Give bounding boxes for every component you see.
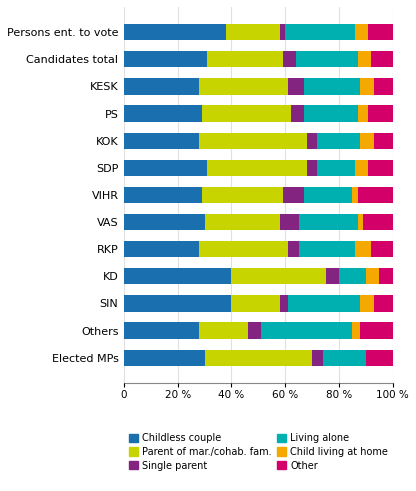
Bar bbox=[288, 78, 304, 95]
Bar bbox=[199, 241, 288, 257]
Bar bbox=[352, 187, 358, 203]
Bar bbox=[304, 78, 360, 95]
Bar bbox=[124, 241, 199, 257]
Bar bbox=[207, 160, 307, 176]
Bar bbox=[282, 51, 296, 67]
Bar bbox=[124, 268, 231, 284]
Bar bbox=[124, 106, 202, 122]
Bar bbox=[299, 241, 355, 257]
Bar bbox=[282, 187, 304, 203]
Bar bbox=[205, 214, 280, 230]
Bar bbox=[124, 214, 205, 230]
Bar bbox=[207, 51, 282, 67]
Bar bbox=[226, 24, 280, 40]
Bar bbox=[374, 133, 393, 149]
Bar bbox=[280, 24, 285, 40]
Bar bbox=[288, 296, 360, 312]
Bar bbox=[317, 160, 355, 176]
Bar bbox=[371, 51, 393, 67]
Bar bbox=[205, 350, 312, 366]
Bar bbox=[360, 296, 374, 312]
Bar bbox=[312, 350, 323, 366]
Bar bbox=[325, 268, 339, 284]
Bar bbox=[369, 160, 393, 176]
Bar bbox=[124, 187, 202, 203]
Bar bbox=[288, 241, 299, 257]
Bar bbox=[124, 78, 199, 95]
Bar bbox=[124, 160, 207, 176]
Bar bbox=[199, 133, 307, 149]
Bar bbox=[199, 78, 288, 95]
Bar bbox=[124, 51, 207, 67]
Bar bbox=[366, 350, 393, 366]
Bar bbox=[304, 187, 352, 203]
Bar bbox=[317, 133, 360, 149]
Bar bbox=[296, 51, 358, 67]
Bar bbox=[360, 78, 374, 95]
Bar bbox=[355, 24, 369, 40]
Bar bbox=[307, 160, 317, 176]
Bar bbox=[360, 133, 374, 149]
Bar bbox=[358, 187, 393, 203]
Bar bbox=[124, 323, 199, 339]
Bar bbox=[374, 78, 393, 95]
Bar bbox=[202, 187, 282, 203]
Bar bbox=[261, 323, 352, 339]
Bar bbox=[248, 323, 261, 339]
Bar bbox=[280, 296, 288, 312]
Bar bbox=[355, 160, 369, 176]
Bar bbox=[291, 106, 304, 122]
Bar bbox=[355, 241, 371, 257]
Bar bbox=[371, 241, 393, 257]
Bar bbox=[304, 106, 358, 122]
Bar bbox=[323, 350, 366, 366]
Bar bbox=[369, 24, 393, 40]
Bar bbox=[379, 268, 393, 284]
Bar bbox=[124, 350, 205, 366]
Legend: Childless couple, Parent of mar./cohab. fam., Single parent, Living alone, Child: Childless couple, Parent of mar./cohab. … bbox=[129, 433, 388, 471]
Bar bbox=[369, 106, 393, 122]
Bar bbox=[231, 268, 325, 284]
Bar bbox=[339, 268, 366, 284]
Bar bbox=[358, 214, 363, 230]
Bar bbox=[124, 24, 226, 40]
Bar bbox=[124, 133, 199, 149]
Bar bbox=[363, 214, 393, 230]
Bar bbox=[360, 323, 393, 339]
Bar bbox=[352, 323, 360, 339]
Bar bbox=[199, 323, 248, 339]
Bar bbox=[358, 106, 369, 122]
Bar bbox=[285, 24, 355, 40]
Bar bbox=[374, 296, 393, 312]
Bar bbox=[280, 214, 299, 230]
Bar bbox=[231, 296, 280, 312]
Bar bbox=[366, 268, 379, 284]
Bar bbox=[358, 51, 371, 67]
Bar bbox=[124, 296, 231, 312]
Bar bbox=[299, 214, 358, 230]
Bar bbox=[202, 106, 291, 122]
Bar bbox=[307, 133, 317, 149]
